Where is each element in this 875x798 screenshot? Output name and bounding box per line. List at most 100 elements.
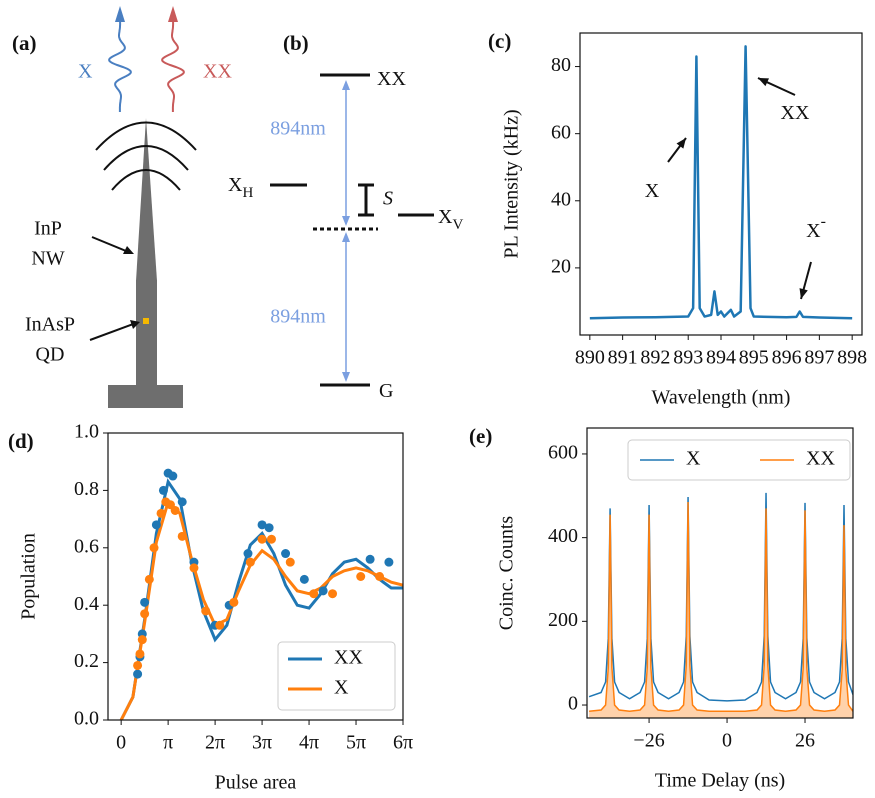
data-point (318, 586, 328, 596)
data-point (257, 520, 267, 530)
annotation-arrowhead (758, 78, 769, 87)
arrowhead (123, 246, 134, 254)
dot-label: QD (36, 344, 65, 366)
photon-wave (161, 22, 185, 112)
histogram-line (589, 502, 853, 713)
level-label-base: X (228, 174, 243, 196)
level-label: G (379, 380, 393, 402)
data-point (245, 557, 255, 567)
annotation: X (645, 180, 660, 202)
emission-arc (111, 169, 181, 191)
y-tick-label: 600 (548, 442, 578, 464)
x-tick-label: 4π (299, 732, 319, 754)
x-axis-label: Pulse area (215, 772, 297, 794)
arrowhead (342, 216, 350, 226)
x-tick-label: 895 (739, 347, 769, 369)
x-tick-label: 896 (772, 347, 802, 369)
data-point (356, 572, 366, 581)
x-tick-label: 894 (706, 347, 736, 369)
annotation-base: X (806, 220, 821, 242)
panel-label: (c) (488, 29, 511, 53)
emission-arc (103, 145, 189, 171)
annotation-sup: - (821, 213, 826, 230)
legend-label: X (686, 448, 701, 470)
data-point (149, 543, 159, 553)
plot-frame (107, 432, 404, 721)
data-point (140, 597, 150, 607)
y-tick-label: 0 (568, 693, 578, 715)
data-point (177, 531, 187, 541)
panel-label: (d) (8, 429, 34, 453)
data-point (229, 597, 239, 607)
data-point (137, 635, 147, 645)
arrowhead (342, 80, 350, 90)
level-label: XV (438, 206, 463, 234)
arrowhead (342, 232, 350, 242)
arrowhead (130, 320, 140, 329)
data-point (189, 563, 199, 573)
level-label: XX (377, 68, 406, 90)
legend-label: X (334, 677, 349, 699)
nanowire-label: NW (31, 248, 64, 270)
x-tick-label: 2π (205, 732, 225, 754)
y-tick-label: 400 (548, 525, 578, 547)
x-tick-label: 0 (116, 732, 126, 754)
transition-label: 894nm (270, 118, 326, 140)
x-tick-label: 6π (393, 732, 413, 754)
plot-area (119, 468, 403, 720)
nanowire-tip (136, 118, 157, 281)
arrowhead (342, 372, 350, 382)
x-tick-label: 26 (795, 730, 815, 752)
x-tick-label: 893 (673, 347, 703, 369)
y-tick-label: 0.6 (74, 535, 99, 557)
data-point (140, 609, 150, 619)
data-point (156, 508, 166, 518)
x-tick-label: π (163, 732, 173, 754)
x-tick-label: 0 (722, 730, 732, 752)
panel-label: (b) (283, 31, 309, 55)
data-point (201, 606, 211, 616)
legend-label: XX (806, 448, 835, 470)
data-point (285, 557, 295, 567)
nanowire-column (136, 280, 157, 386)
level-diagram (270, 73, 434, 387)
x-axis-label: Time Delay (ns) (655, 770, 785, 792)
y-tick-label: 0.0 (74, 708, 99, 730)
photon-arrowhead (168, 6, 178, 22)
annotation: X- (806, 213, 826, 242)
data-point (133, 669, 143, 679)
panel-label: (e) (469, 424, 492, 448)
quantum-dot (143, 318, 149, 324)
data-point (384, 557, 394, 567)
data-point (264, 523, 274, 533)
fit-line (119, 478, 403, 720)
level-label: XH (228, 174, 253, 202)
data-point (257, 534, 267, 544)
x-tick-label: 3π (252, 732, 272, 754)
pointer (89, 322, 137, 341)
panel-label: (a) (12, 31, 37, 55)
level-label-base: XX (377, 68, 406, 90)
plot-frame (579, 32, 863, 336)
photon-arrowhead (115, 6, 125, 22)
plot-area (588, 492, 853, 718)
y-tick-label: 20 (551, 255, 571, 277)
data-point (158, 485, 168, 495)
data-point (133, 660, 143, 670)
data-point (266, 534, 276, 544)
data-point (135, 649, 145, 659)
x-tick-label: 5π (346, 732, 366, 754)
annotation-arrowhead (799, 288, 808, 299)
legend-box (627, 439, 851, 481)
emission-arc (95, 121, 197, 151)
x-axis-label: Wavelength (nm) (652, 387, 791, 409)
legend-label: XX (334, 647, 363, 669)
y-tick-label: 80 (551, 54, 571, 76)
data-point (177, 497, 187, 507)
area (589, 502, 853, 718)
annotation-arrowhead (676, 138, 686, 149)
level-label-base: X (438, 206, 453, 228)
y-axis-label: Population (18, 533, 40, 620)
level-label-sub: H (242, 185, 253, 201)
nanowire-base (108, 385, 183, 408)
